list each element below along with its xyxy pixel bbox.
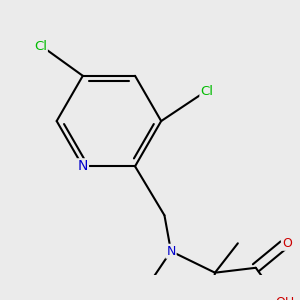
Text: O: O — [282, 237, 292, 250]
Text: Cl: Cl — [34, 40, 47, 53]
Text: N: N — [166, 245, 176, 258]
Text: N: N — [78, 159, 88, 173]
Text: Cl: Cl — [200, 85, 213, 98]
Text: OH: OH — [276, 296, 295, 300]
